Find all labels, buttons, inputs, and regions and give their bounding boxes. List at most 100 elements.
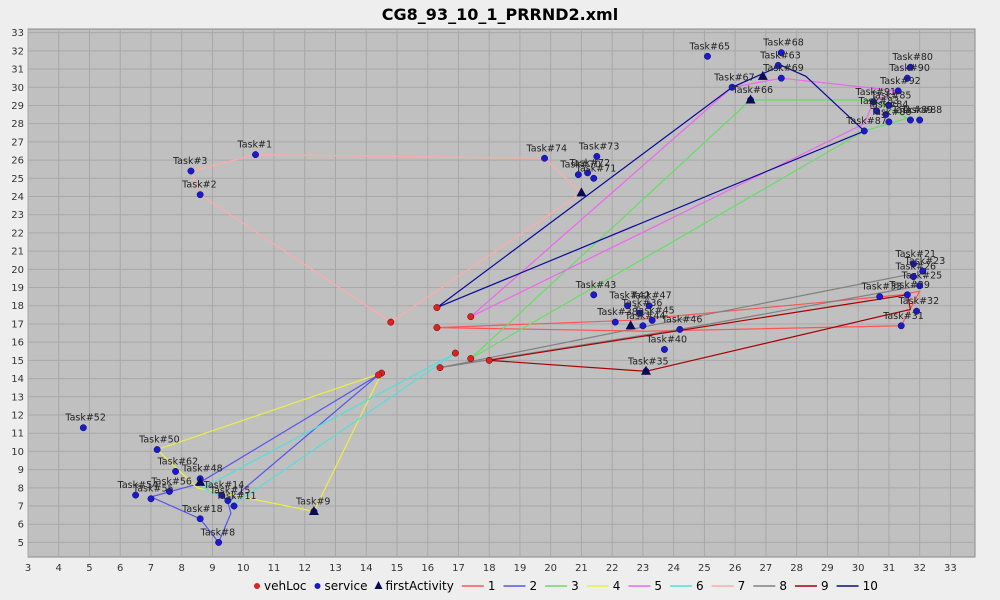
- chart-title: CG8_93_10_1_PRRND2.xml: [382, 5, 618, 24]
- y-tick-label: 26: [11, 156, 24, 167]
- legend-marker-firstActivity: [374, 581, 383, 589]
- route-line-2: [149, 374, 379, 544]
- vehicle-location-point: [467, 355, 475, 362]
- task-label: Task#72: [569, 158, 611, 169]
- y-tick-label: 10: [11, 447, 24, 458]
- vehicle-location-point: [485, 356, 493, 364]
- task-label: Task#29: [888, 280, 930, 291]
- y-tick-label: 11: [11, 429, 24, 440]
- task-label: Task#36: [621, 298, 663, 309]
- service-point: [903, 74, 911, 82]
- y-tick-label: 13: [11, 392, 24, 403]
- service-point: [894, 87, 902, 95]
- task-label: Task#92: [879, 76, 921, 87]
- vehicle-location-point: [387, 318, 395, 326]
- y-tick-label: 9: [18, 465, 24, 476]
- x-tick-label: 8: [179, 563, 185, 574]
- x-tick-label: 17: [452, 563, 465, 574]
- service-point: [165, 488, 173, 495]
- service-point: [218, 491, 226, 499]
- task-label: Task#67: [713, 72, 755, 83]
- task-label: Task#35: [627, 356, 669, 367]
- service-point: [777, 49, 785, 57]
- service-point: [919, 267, 927, 275]
- task-label: Task#70: [559, 160, 601, 171]
- task-label: Task#26: [895, 262, 937, 273]
- task-label: Task#90: [888, 63, 930, 74]
- route-line-10: [436, 64, 866, 309]
- x-tick-label: 6: [117, 563, 123, 574]
- legend-label-2: 2: [529, 579, 537, 593]
- service-point: [913, 307, 921, 315]
- service-point: [574, 171, 582, 179]
- legend-label-4: 4: [613, 579, 621, 593]
- service-point: [611, 318, 619, 326]
- route-line-3: [470, 99, 909, 360]
- service-point: [639, 322, 647, 330]
- task-label: Task#73: [578, 141, 620, 152]
- task-label: Task#56: [150, 476, 192, 487]
- first-activity-marker: [757, 70, 768, 80]
- x-tick-label: 29: [821, 563, 834, 574]
- service-point: [230, 502, 238, 510]
- route-line-8: [439, 274, 922, 369]
- x-tick-label: 12: [298, 563, 311, 574]
- service-point: [860, 127, 868, 135]
- x-tick-label: 16: [421, 563, 434, 574]
- task-label: Task#83: [858, 96, 900, 107]
- task-label: Task#44: [624, 311, 666, 322]
- x-tick-label: 13: [329, 563, 342, 574]
- route-line-1: [436, 290, 921, 332]
- x-tick-label: 20: [544, 563, 557, 574]
- x-tick-label: 4: [56, 563, 62, 574]
- service-point: [196, 515, 204, 523]
- service-point: [132, 491, 140, 499]
- vehicle-location-point: [433, 304, 441, 312]
- legend-label-7: 7: [738, 579, 746, 593]
- task-label: Task#15: [209, 486, 251, 497]
- first-activity-marker: [641, 365, 652, 375]
- y-tick-label: 25: [11, 174, 24, 185]
- service-point: [636, 309, 644, 317]
- x-tick-label: 5: [86, 563, 92, 574]
- y-tick-label: 15: [11, 356, 24, 367]
- task-label: Task#8: [200, 527, 236, 538]
- y-tick-label: 17: [11, 319, 24, 330]
- service-point: [906, 63, 914, 71]
- service-point: [215, 538, 223, 546]
- task-label: Task#50: [138, 435, 180, 446]
- service-point: [885, 118, 893, 126]
- y-tick-label: 12: [11, 410, 24, 421]
- task-label: Task#55: [132, 484, 174, 495]
- task-label: Task#54: [117, 480, 159, 491]
- service-point: [661, 345, 668, 353]
- service-point: [777, 74, 785, 82]
- y-tick-label: 19: [11, 283, 24, 294]
- first-activity-marker: [308, 505, 319, 515]
- service-point: [882, 111, 890, 119]
- x-tick-label: 3: [25, 563, 31, 574]
- x-tick-label: 18: [483, 563, 496, 574]
- y-tick-label: 18: [11, 301, 24, 312]
- service-point: [876, 293, 884, 301]
- y-tick-label: 21: [11, 247, 24, 258]
- service-point: [897, 322, 905, 330]
- task-label: Task#91: [855, 87, 897, 98]
- task-label: Task#21: [895, 249, 937, 260]
- service-point: [541, 154, 548, 162]
- y-tick-label: 28: [11, 119, 24, 130]
- x-tick-label: 14: [360, 563, 373, 574]
- y-tick-label: 8: [18, 483, 24, 494]
- service-point: [645, 302, 653, 310]
- task-label: Task#43: [575, 280, 617, 291]
- x-tick-label: 23: [637, 563, 650, 574]
- service-point: [916, 282, 924, 290]
- legend: vehLoc service firstActivity 1 2 3 4 5 6 7 8 9 10: [254, 579, 878, 593]
- x-tick-label: 7: [148, 563, 154, 574]
- legend-label-8: 8: [779, 579, 787, 593]
- service-point: [870, 98, 877, 106]
- task-label: Task#31: [882, 311, 924, 322]
- y-tick-label: 14: [11, 374, 24, 385]
- task-label: Task#84: [867, 100, 909, 111]
- y-tick-label: 22: [11, 228, 24, 239]
